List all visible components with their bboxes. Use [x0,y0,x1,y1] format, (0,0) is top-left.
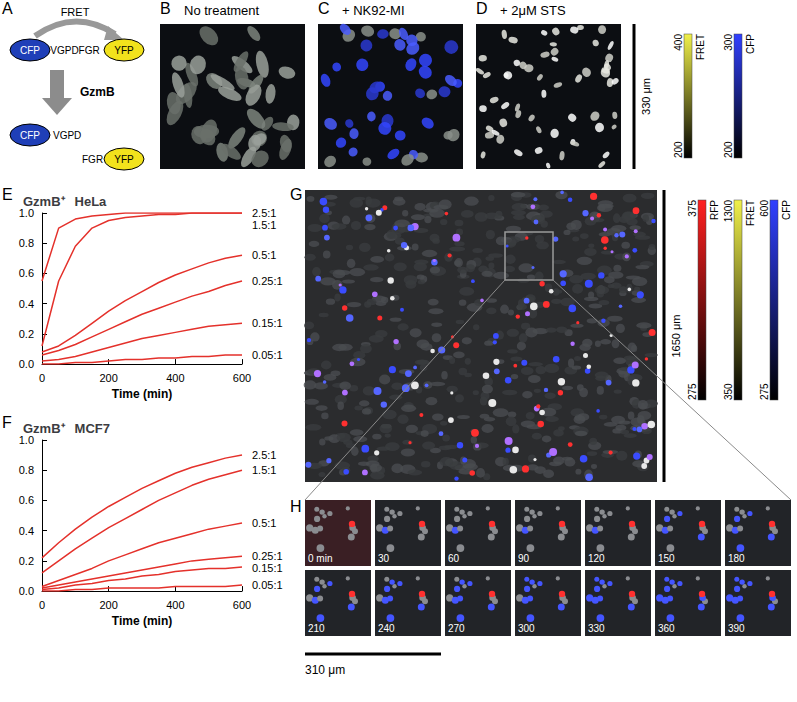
svg-text:0.25:1: 0.25:1 [252,275,283,287]
svg-text:30: 30 [378,553,390,564]
svg-text:1650 μm: 1650 μm [670,314,682,357]
svg-text:310 μm: 310 μm [305,663,345,677]
svg-text:300: 300 [518,623,535,634]
svg-text:0.2: 0.2 [19,555,34,567]
svg-text:VGPDFGR: VGPDFGR [50,45,99,56]
svg-text:FGR: FGR [82,154,103,165]
svg-text:GzmB⁺: GzmB⁺ [23,421,66,436]
svg-text:0.05:1: 0.05:1 [252,579,283,591]
svg-text:270: 270 [448,623,465,634]
svg-text:330: 330 [588,623,605,634]
svg-text:+ 2μM STS: + 2μM STS [500,3,566,18]
svg-text:0.5:1: 0.5:1 [252,517,276,529]
svg-text:350: 350 [723,383,734,400]
svg-text:180: 180 [728,553,745,564]
svg-text:120: 120 [588,553,605,564]
svg-text:Time (min): Time (min) [112,614,172,628]
svg-text:VGPD: VGPD [53,130,81,141]
svg-text:0.4: 0.4 [19,298,34,310]
svg-text:300: 300 [723,34,734,51]
svg-text:YFP: YFP [114,154,134,165]
svg-text:CFP: CFP [781,200,792,220]
svg-text:FRET: FRET [695,34,706,60]
svg-text:200: 200 [99,372,117,384]
svg-text:FRET: FRET [61,6,90,18]
svg-text:90: 90 [518,553,530,564]
svg-text:GzmB: GzmB [80,85,115,99]
svg-text:60: 60 [448,553,460,564]
svg-text:YFP: YFP [114,45,134,56]
svg-text:RFP: RFP [709,200,720,220]
svg-text:600: 600 [233,372,251,384]
svg-text:H: H [290,498,302,515]
svg-text:CFP: CFP [20,45,40,56]
svg-text:200: 200 [99,599,117,611]
svg-text:0.4: 0.4 [19,525,34,537]
svg-text:Time (min): Time (min) [112,387,172,401]
svg-text:275: 275 [687,383,698,400]
svg-text:GzmB⁺: GzmB⁺ [23,194,66,209]
svg-text:0.6: 0.6 [19,494,34,506]
svg-text:0.05:1: 0.05:1 [252,349,283,361]
svg-text:2.5:1: 2.5:1 [252,449,276,461]
svg-text:200: 200 [673,141,684,158]
svg-text:0.0: 0.0 [19,358,34,370]
svg-text:1.0: 1.0 [19,207,34,219]
svg-text:B: B [160,0,171,17]
svg-text:+ NK92-MI: + NK92-MI [342,3,405,18]
svg-text:C: C [318,0,330,17]
svg-text:D: D [476,0,488,17]
svg-text:HeLa: HeLa [75,194,108,209]
svg-text:G: G [290,186,302,203]
svg-text:0.25:1: 0.25:1 [252,550,283,562]
svg-text:375: 375 [687,200,698,217]
svg-text:1.5:1: 1.5:1 [252,219,276,231]
svg-text:0.8: 0.8 [19,464,34,476]
svg-text:210: 210 [308,623,325,634]
svg-text:0: 0 [39,599,45,611]
svg-text:0.15:1: 0.15:1 [252,562,283,574]
svg-text:0.2: 0.2 [19,328,34,340]
svg-text:0: 0 [39,372,45,384]
svg-text:MCF7: MCF7 [75,421,110,436]
svg-text:0.8: 0.8 [19,237,34,249]
svg-text:E: E [2,186,13,203]
svg-text:CFP: CFP [20,130,40,141]
svg-text:360: 360 [658,623,675,634]
svg-text:1300: 1300 [723,200,734,223]
svg-text:0 min: 0 min [308,553,332,564]
svg-text:A: A [2,0,13,17]
svg-text:275: 275 [759,383,770,400]
svg-text:240: 240 [378,623,395,634]
svg-text:600: 600 [233,599,251,611]
svg-text:0.5:1: 0.5:1 [252,249,276,261]
svg-text:0.0: 0.0 [19,585,34,597]
svg-text:330 μm: 330 μm [640,78,652,115]
svg-text:0.6: 0.6 [19,267,34,279]
svg-text:CFP: CFP [745,34,756,54]
svg-text:400: 400 [673,34,684,51]
svg-text:1.5:1: 1.5:1 [252,464,276,476]
svg-text:400: 400 [166,599,184,611]
svg-text:600: 600 [759,200,770,217]
svg-text:No treatment: No treatment [184,3,260,18]
svg-text:200: 200 [723,141,734,158]
svg-text:150: 150 [658,553,675,564]
svg-text:FRET: FRET [745,200,756,226]
svg-text:0.15:1: 0.15:1 [252,317,283,329]
svg-text:400: 400 [166,372,184,384]
svg-text:F: F [2,414,12,431]
svg-text:390: 390 [728,623,745,634]
svg-text:1.0: 1.0 [19,434,34,446]
svg-text:2.5:1: 2.5:1 [252,207,276,219]
